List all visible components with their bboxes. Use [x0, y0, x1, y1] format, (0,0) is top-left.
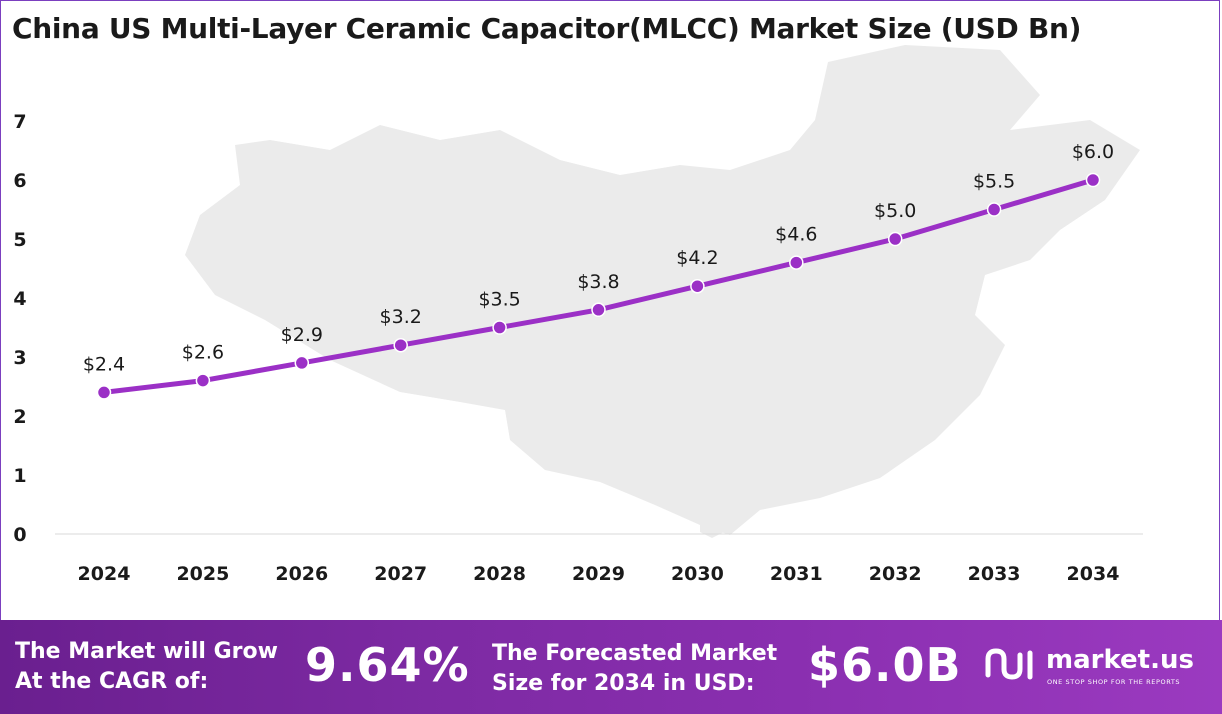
y-tick-label: 0 — [13, 524, 26, 546]
forecast-label-line1: The Forecasted Market — [492, 641, 778, 666]
china-map-silhouette — [185, 45, 1140, 535]
data-point — [591, 302, 606, 318]
data-point — [986, 202, 1002, 217]
data-label: $6.0 — [1072, 141, 1114, 163]
data-label: $2.9 — [281, 324, 323, 346]
data-label: $5.0 — [874, 200, 916, 222]
cagr-label: The Market will Grow At the CAGR of: — [15, 637, 278, 697]
data-label: $3.2 — [380, 306, 422, 328]
data-label: $2.4 — [83, 353, 125, 375]
data-point — [887, 231, 903, 247]
y-tick-label: 3 — [13, 347, 26, 369]
data-label: $2.6 — [182, 342, 224, 364]
y-tick-label: 4 — [13, 288, 26, 310]
data-point — [690, 278, 705, 294]
x-tick-label: 2030 — [671, 563, 724, 585]
cagr-value: 9.64% — [305, 638, 470, 692]
market-us-logo-name: market.us — [1046, 645, 1194, 675]
data-point — [195, 373, 211, 388]
data-label: $5.5 — [973, 171, 1015, 193]
y-axis-ticks: 0 1 2 3 4 5 6 7 — [13, 111, 26, 546]
x-tick-label: 2025 — [176, 563, 229, 585]
data-label: $4.6 — [775, 224, 817, 246]
data-point — [393, 337, 408, 353]
data-point — [492, 320, 507, 335]
hainan-island — [700, 516, 728, 538]
data-label: $3.5 — [478, 289, 520, 311]
data-point — [789, 255, 804, 270]
x-tick-label: 2033 — [968, 563, 1021, 585]
data-point — [294, 355, 310, 371]
data-labels: $2.4 $2.6 $2.9 $3.2 $3.5 $3.8 $4.2 $4.6 $5.0 $5.5… — [83, 141, 1114, 375]
data-label: $4.2 — [676, 247, 718, 269]
data-point — [96, 385, 112, 400]
data-points — [96, 172, 1101, 400]
x-tick-label: 2026 — [275, 563, 328, 585]
market-us-logo-icon — [985, 648, 1033, 680]
x-tick-label: 2032 — [869, 563, 922, 585]
y-tick-label: 2 — [13, 406, 26, 428]
cagr-label-line1: The Market will Grow — [15, 639, 278, 664]
chart-title: China US Multi-Layer Ceramic Capacitor(M… — [12, 12, 1082, 45]
cagr-label-line2: At the CAGR of: — [15, 669, 209, 694]
forecast-value: $6.0B — [808, 638, 962, 692]
x-tick-label: 2031 — [770, 563, 823, 585]
forecast-label: The Forecasted Market Size for 2034 in U… — [492, 639, 777, 699]
forecast-label-line2: Size for 2034 in USD: — [492, 671, 755, 696]
y-tick-label: 6 — [13, 170, 26, 192]
x-tick-label: 2027 — [374, 563, 427, 585]
market-us-logo-tagline: ONE STOP SHOP FOR THE REPORTS — [1047, 678, 1181, 686]
data-label: $3.8 — [577, 271, 619, 293]
x-tick-label: 2029 — [572, 563, 625, 585]
y-tick-label: 1 — [13, 465, 26, 487]
y-tick-label: 5 — [13, 229, 26, 251]
x-tick-label: 2034 — [1067, 563, 1120, 585]
x-tick-label: 2028 — [473, 563, 526, 585]
y-tick-label: 7 — [13, 111, 26, 133]
data-point — [1085, 172, 1101, 188]
x-tick-label: 2024 — [78, 563, 131, 585]
line-chart: 0 1 2 3 4 5 6 7 2024 2025 2026 2027 2028 2029 2030 203… — [13, 45, 1143, 585]
x-axis-ticks: 2024 2025 2026 2027 2028 2029 2030 2031 2032 2033… — [78, 563, 1120, 585]
